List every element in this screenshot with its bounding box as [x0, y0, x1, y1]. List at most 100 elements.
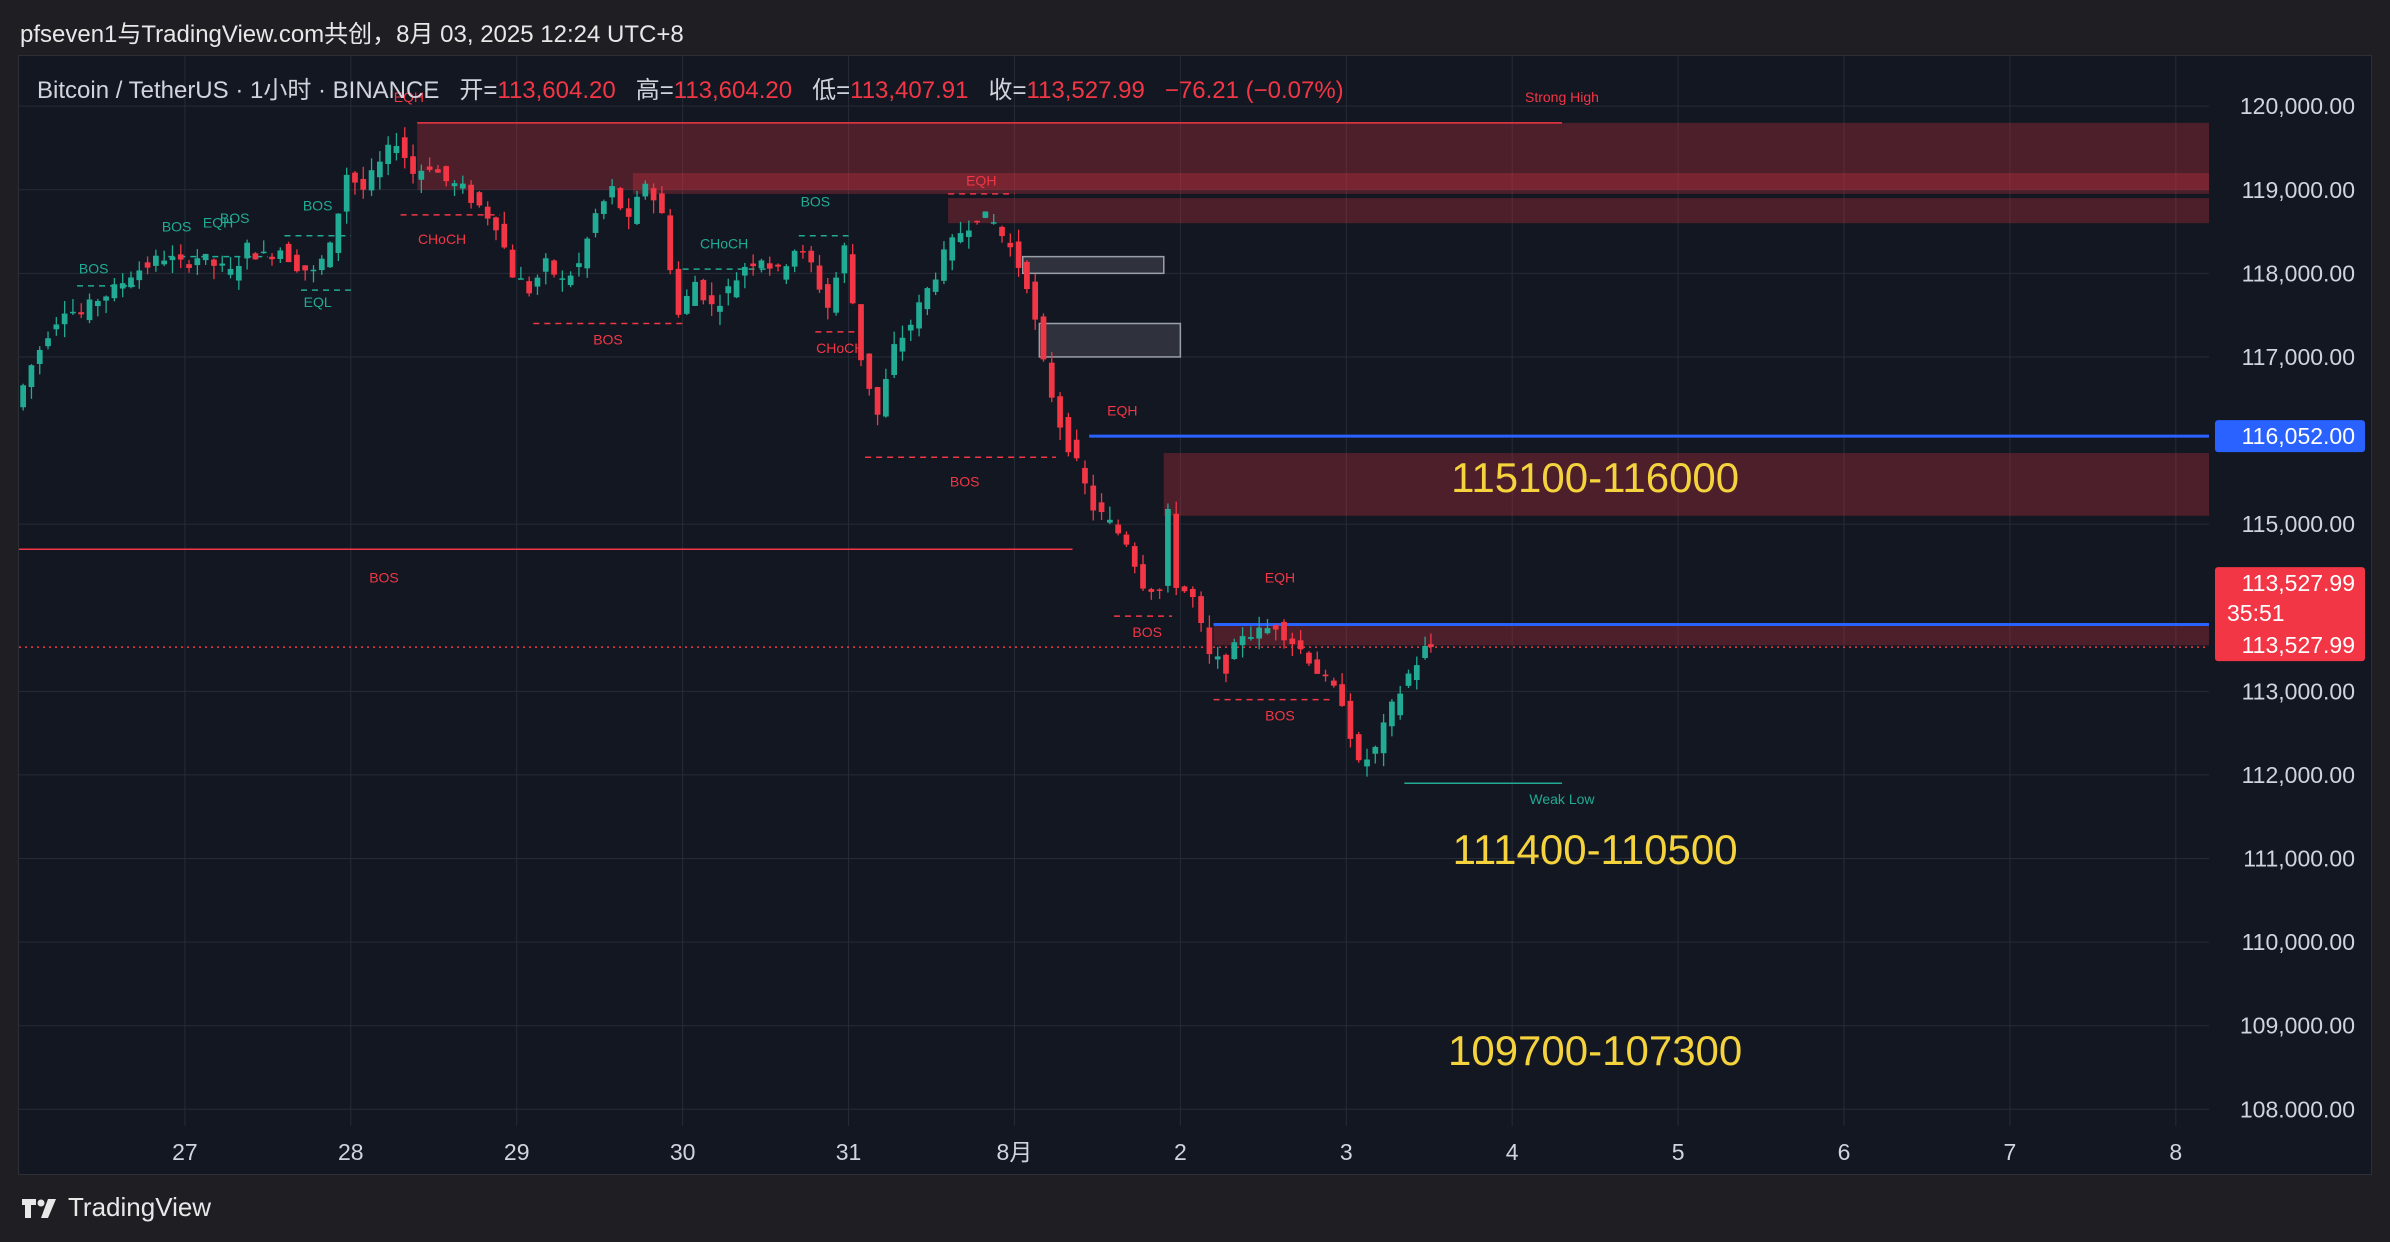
candle-body — [808, 250, 815, 263]
candle-body — [965, 230, 972, 238]
price-tag — [2215, 420, 2365, 453]
x-tick-label: 8月 — [997, 1139, 1033, 1165]
candle-body — [426, 166, 433, 170]
candle-body — [119, 283, 126, 289]
candle-body — [625, 208, 632, 217]
candle-body — [1422, 645, 1428, 658]
candle-body — [999, 226, 1005, 237]
close-label: 收= — [988, 77, 1027, 104]
structure-label: BOS — [220, 210, 250, 226]
high-value: 113,604.20 — [673, 77, 793, 104]
candle-body — [1090, 485, 1097, 511]
structure-label: CHoCH — [816, 340, 864, 356]
candle-body — [725, 286, 732, 294]
candle-body — [144, 262, 151, 268]
open-value: 113,604.20 — [497, 77, 616, 104]
candle-body — [94, 300, 101, 307]
candle-body — [269, 256, 275, 260]
candle-body — [617, 188, 624, 209]
candle-body — [1239, 636, 1246, 646]
candle-body — [186, 264, 192, 268]
candle-body — [161, 260, 168, 265]
candle-body — [1380, 722, 1387, 754]
candle-body — [924, 288, 931, 310]
candle-body — [874, 387, 881, 415]
structure-label: BOS — [369, 570, 399, 586]
candle-body — [592, 213, 599, 233]
candle-body — [153, 255, 159, 266]
ohlc-legend: Bitcoin / TetherUS · 1小时 · BINANCE 开=113… — [37, 70, 1344, 105]
candle-body — [352, 172, 358, 183]
supply-zone — [417, 122, 2209, 190]
chart-caption: pfseven1与TradingView.com共创，8月 03, 2025 1… — [20, 21, 684, 48]
y-tick-label: 108.000.00 — [2240, 1096, 2355, 1122]
candle-body — [443, 166, 450, 182]
candle-body — [858, 304, 864, 361]
candle-body — [252, 253, 259, 260]
candle-body — [70, 311, 76, 314]
structure-label: BOS — [593, 331, 623, 347]
candle-body — [1330, 680, 1337, 686]
candle-body — [1040, 316, 1047, 360]
structure-label: Weak Low — [1529, 791, 1595, 807]
candle-body — [1073, 439, 1080, 459]
candle-body — [1297, 640, 1304, 650]
structure-label: BOS — [79, 260, 109, 276]
x-tick-label: 31 — [836, 1139, 862, 1165]
y-tick-label: 117,000.00 — [2242, 344, 2355, 370]
candle-body — [1248, 637, 1254, 639]
candle-body — [559, 278, 566, 280]
candle-body — [542, 258, 549, 272]
candle-body — [609, 186, 615, 198]
candle-body — [20, 385, 27, 408]
candle-body — [1115, 524, 1122, 534]
candle-body — [791, 250, 798, 267]
candle-body — [468, 184, 474, 203]
candle-body — [700, 279, 707, 301]
structure-label: Strong High — [1525, 89, 1599, 105]
candle-body — [841, 245, 848, 274]
candle-body — [418, 170, 425, 180]
structure-label: EQH — [1265, 570, 1295, 586]
candle-body — [576, 263, 582, 268]
high-label: 高= — [635, 77, 674, 104]
chart-panel[interactable]: BOS BOS EQH BOS BOS EQL EQH CHoCH BOS CHoCH BOS CHo… — [18, 55, 2372, 1175]
candle-body — [741, 266, 748, 276]
x-tick-label: 2 — [1174, 1139, 1187, 1165]
candle-body — [401, 137, 408, 158]
candle-body — [227, 268, 234, 275]
candle-body — [169, 256, 176, 261]
candle-body — [136, 270, 143, 281]
candle-body — [1007, 242, 1014, 248]
tradingview-logo-icon — [22, 1198, 56, 1218]
candle-body — [111, 284, 118, 299]
structure-label: EQH — [203, 214, 233, 230]
candle-body — [974, 220, 980, 223]
symbol-label[interactable]: Bitcoin / TetherUS · 1小时 · BINANCE — [37, 77, 440, 104]
candle-body — [86, 299, 93, 321]
candle-body — [899, 337, 906, 352]
candle-body — [1156, 589, 1163, 591]
candle-body — [1389, 701, 1395, 727]
candles — [20, 127, 1434, 777]
candle-body — [733, 280, 740, 298]
candle-body — [526, 281, 533, 294]
candle-body — [1015, 241, 1022, 268]
candle-body — [1198, 596, 1204, 624]
candle-body — [310, 269, 317, 272]
y-tick-label: 115,000.00 — [2242, 511, 2355, 537]
x-tick-label: 30 — [670, 1139, 696, 1165]
candle-body — [1347, 700, 1354, 739]
candle-body — [692, 281, 698, 306]
candle-body — [509, 249, 516, 278]
candle-body — [318, 258, 325, 271]
candle-body — [451, 183, 458, 187]
low-label: 低= — [812, 77, 851, 104]
candle-body — [775, 264, 781, 267]
footer-brand[interactable]: TradingView — [20, 1192, 211, 1223]
candle-body — [518, 278, 524, 280]
candle-body — [1065, 417, 1072, 453]
structure-label: BOS — [950, 474, 980, 490]
candle-body — [277, 250, 284, 260]
